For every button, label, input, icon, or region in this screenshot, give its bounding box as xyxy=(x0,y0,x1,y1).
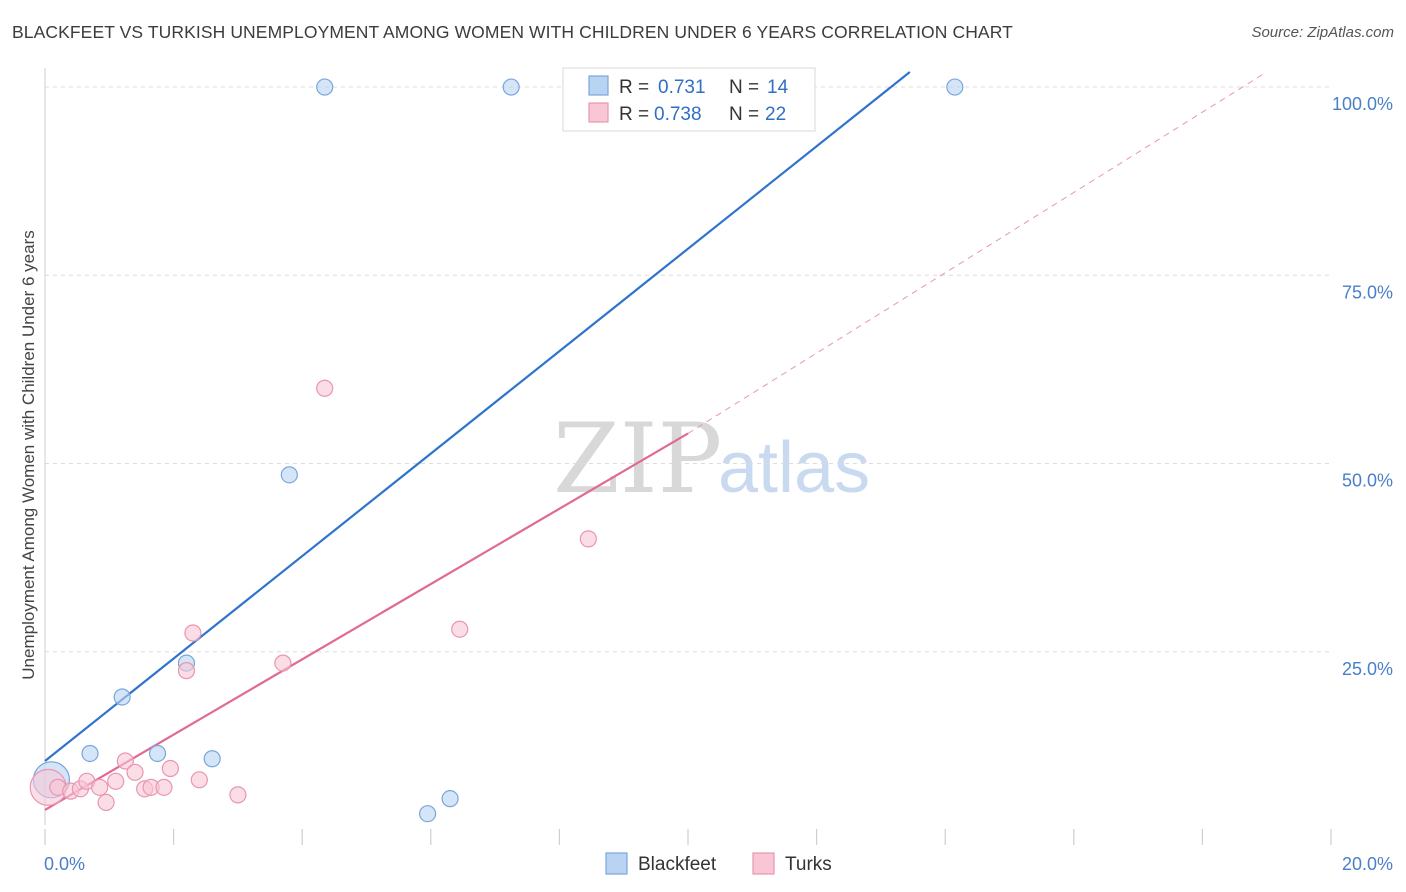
point-turks-17 xyxy=(229,786,247,804)
point-turks-14 xyxy=(177,662,196,680)
legend-r-label-turks: R = xyxy=(619,104,649,125)
legend-r-value-turks: 0.738 xyxy=(654,104,702,125)
point-turks-6 xyxy=(97,793,115,812)
grid xyxy=(45,86,1331,653)
legend-n-value-blackfeet: 14 xyxy=(767,77,789,98)
y-tick-label-100: 100.0% xyxy=(1332,94,1393,114)
watermark-atlas: atlas xyxy=(718,428,870,508)
y-tick-label-25: 25.0% xyxy=(1342,659,1393,679)
x-tick-label-0: 0.0% xyxy=(44,854,85,874)
bottom-legend: Blackfeet Turks xyxy=(605,852,832,875)
legend-swatch-turks xyxy=(588,102,609,123)
y-tick-label-50: 50.0% xyxy=(1342,471,1393,491)
data-points xyxy=(29,78,964,823)
point-turks-9 xyxy=(126,763,144,781)
top-legend: R = 0.731 N = 14 R = 0.738 N = 22 xyxy=(562,67,816,132)
trend-line-blackfeet xyxy=(44,71,911,762)
point-turks-21 xyxy=(579,530,597,548)
chart-title: BLACKFEET VS TURKISH UNEMPLOYMENT AMONG … xyxy=(12,22,1013,42)
point-blackfeet-5 xyxy=(203,750,221,768)
point-turks-18 xyxy=(274,654,292,672)
point-blackfeet-8 xyxy=(418,805,437,823)
axes xyxy=(44,68,1332,845)
point-blackfeet-7 xyxy=(316,78,334,96)
watermark: ZIP atlas xyxy=(553,403,870,515)
point-turks-16 xyxy=(190,771,208,789)
legend-n-label-blackfeet: N = xyxy=(729,77,759,98)
point-turks-13 xyxy=(161,759,179,778)
tick-labels: 25.0% 50.0% 75.0% 100.0% 0.0% 20.0% xyxy=(44,94,1393,874)
point-turks-19 xyxy=(316,379,334,397)
point-turks-15 xyxy=(184,624,202,642)
bottom-legend-swatch-blackfeet xyxy=(605,852,628,875)
legend-n-label-turks: N = xyxy=(729,104,759,125)
point-turks-12 xyxy=(155,778,173,796)
point-turks-7 xyxy=(107,772,125,790)
legend-r-label-blackfeet: R = xyxy=(619,77,649,98)
trend-line-turks-extension xyxy=(687,71,1267,434)
bottom-legend-swatch-turks xyxy=(752,852,775,875)
bottom-legend-label-blackfeet: Blackfeet xyxy=(638,854,717,875)
trend-line-turks xyxy=(44,432,689,811)
y-axis-label: Unemployment Among Women with Children U… xyxy=(19,230,38,679)
point-blackfeet-13 xyxy=(946,78,964,96)
bottom-legend-label-turks: Turks xyxy=(785,854,832,875)
point-blackfeet-2 xyxy=(113,688,131,706)
point-turks-20 xyxy=(451,620,469,638)
point-blackfeet-10 xyxy=(502,78,520,96)
point-turks-8 xyxy=(116,752,134,770)
y-tick-label-75: 75.0% xyxy=(1342,282,1393,302)
point-blackfeet-3 xyxy=(148,744,167,763)
point-turks-5 xyxy=(91,778,109,796)
legend-swatch-blackfeet xyxy=(588,75,609,96)
point-blackfeet-6 xyxy=(280,466,298,484)
x-tick-label-20: 20.0% xyxy=(1342,854,1393,874)
point-blackfeet-9 xyxy=(441,790,459,808)
source-credit: Source: ZipAtlas.com xyxy=(1251,24,1394,41)
point-blackfeet-1 xyxy=(81,744,99,763)
legend-r-value-blackfeet: 0.731 xyxy=(658,77,706,98)
legend-n-value-turks: 22 xyxy=(765,104,786,125)
